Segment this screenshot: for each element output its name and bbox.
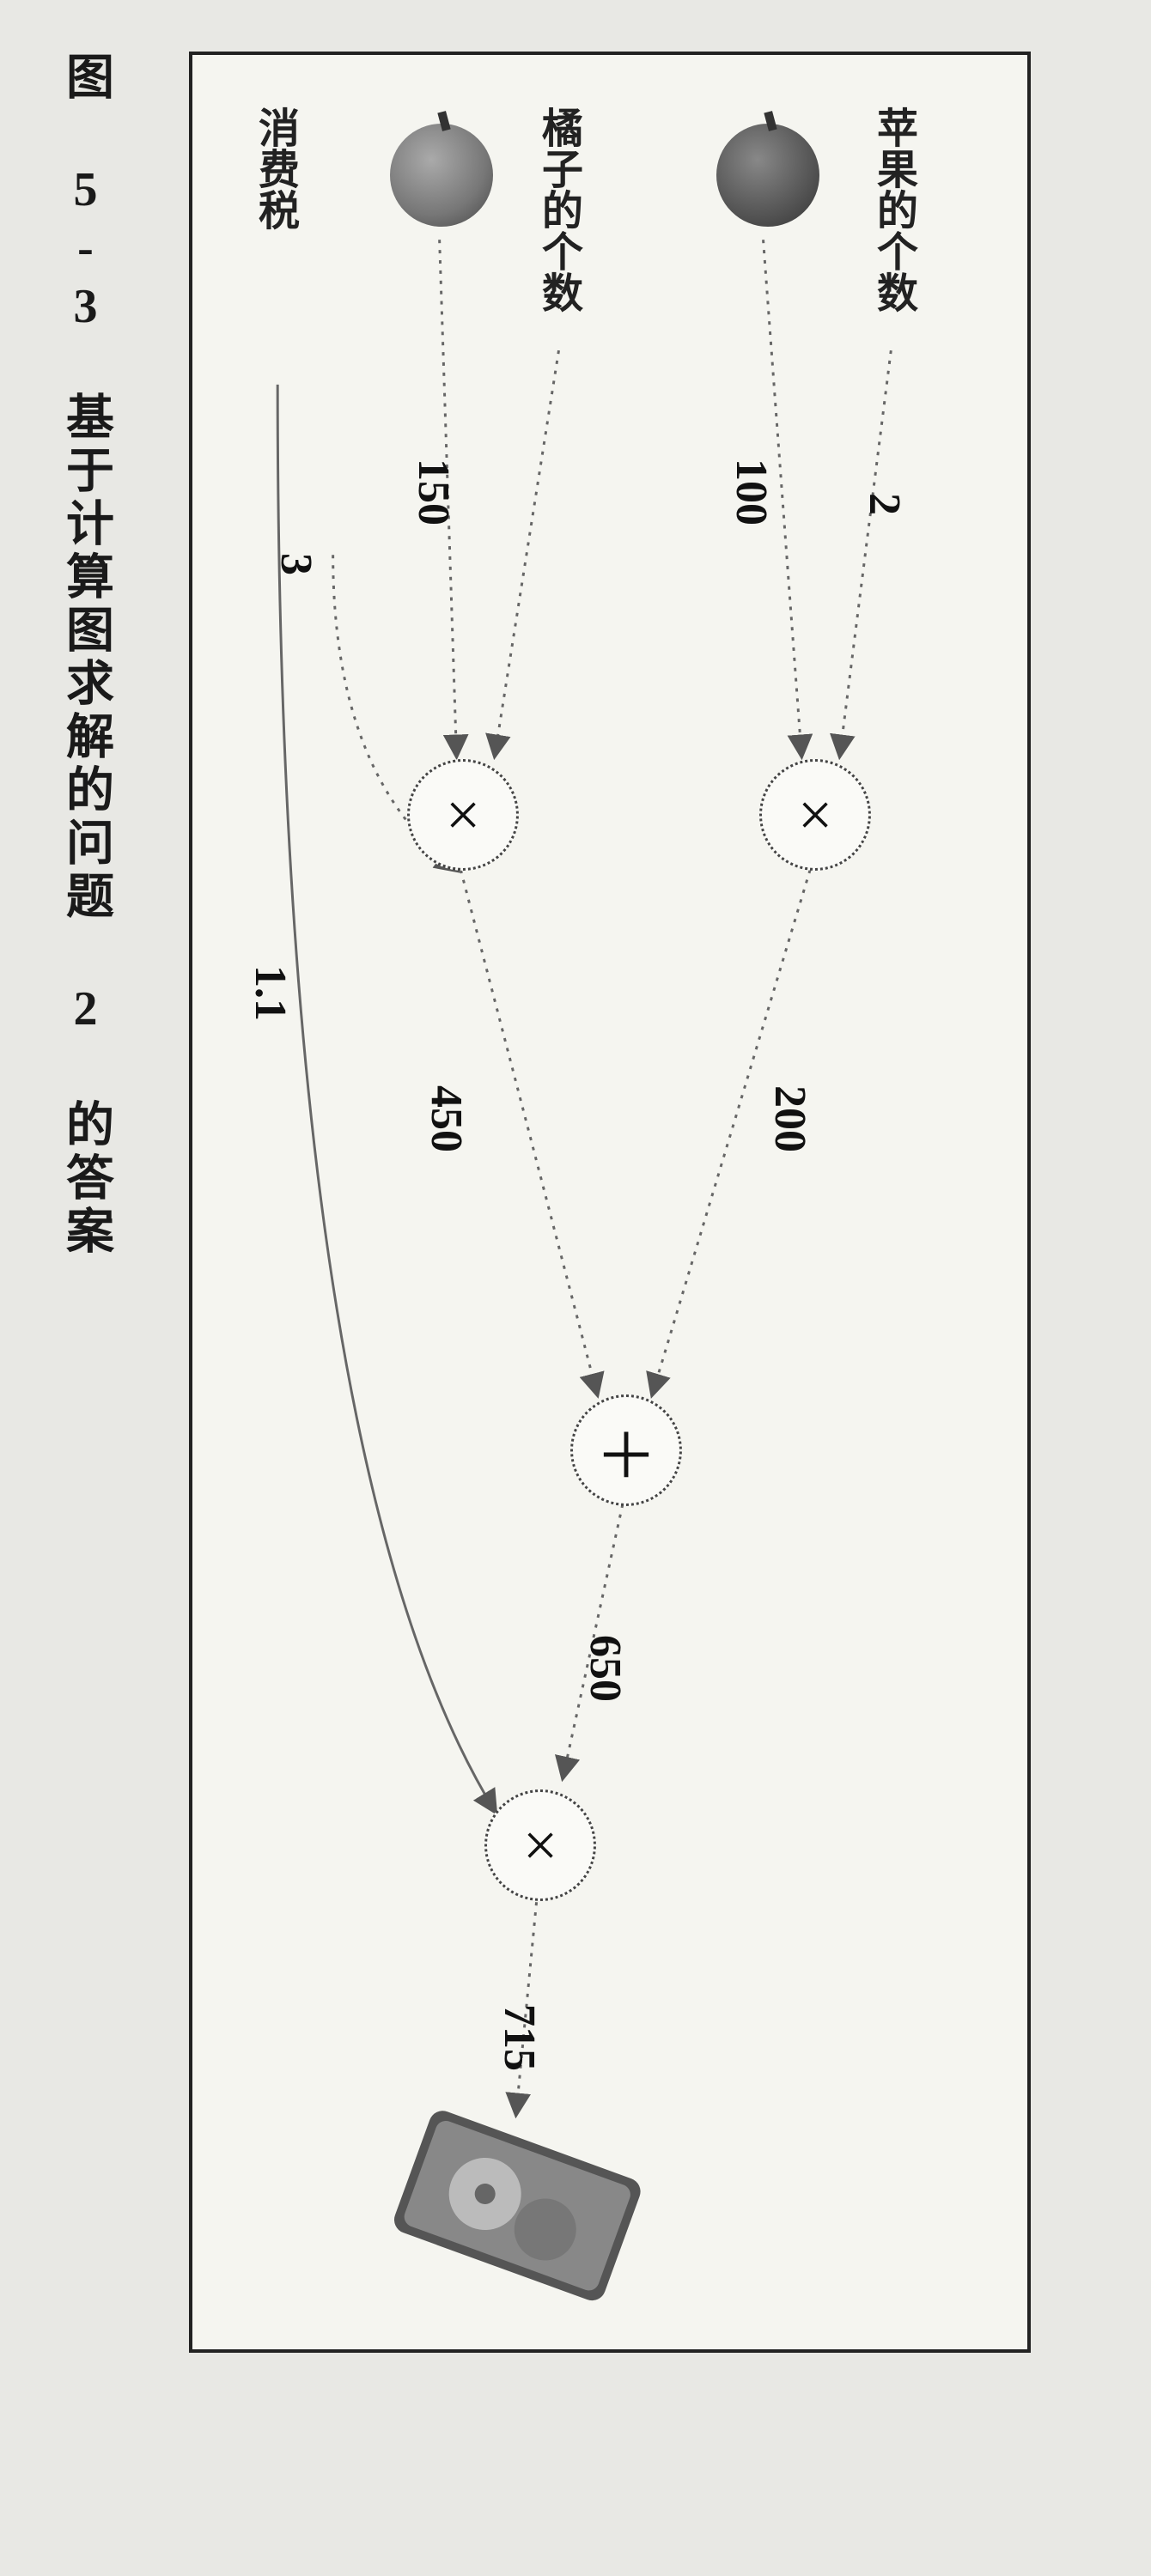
op-mul-apple: ×: [759, 759, 871, 871]
op-add: ＋: [570, 1394, 682, 1506]
val-apple-price: 100: [726, 459, 776, 526]
orange-icon: [390, 124, 493, 227]
op-mul-orange: ×: [407, 759, 519, 871]
val-apple-sub: 200: [764, 1085, 815, 1152]
edges-layer: [192, 55, 1027, 2349]
op-mul-tax: ×: [484, 1789, 596, 1901]
apple-icon: [716, 124, 819, 227]
val-subtotal: 650: [580, 1635, 630, 1702]
orange-count-label: 橘子的个数: [527, 106, 588, 313]
val-orange-price: 150: [408, 459, 459, 526]
diagram-frame: 苹果的个数 橘子的个数 消费税 2 100 150 3 1.1 200 450 …: [189, 52, 1031, 2353]
figure-caption: 图 5-3 基于计算图求解的问题 2 的答案: [52, 52, 120, 2353]
val-final: 715: [494, 2004, 545, 2071]
val-tax-rate: 1.1: [245, 965, 295, 1021]
apple-count-label: 苹果的个数: [862, 106, 923, 313]
val-orange-sub: 450: [421, 1085, 472, 1152]
val-orange-count: 3: [271, 553, 321, 575]
tax-label: 消费税: [244, 106, 304, 230]
val-apple-count: 2: [859, 493, 910, 515]
